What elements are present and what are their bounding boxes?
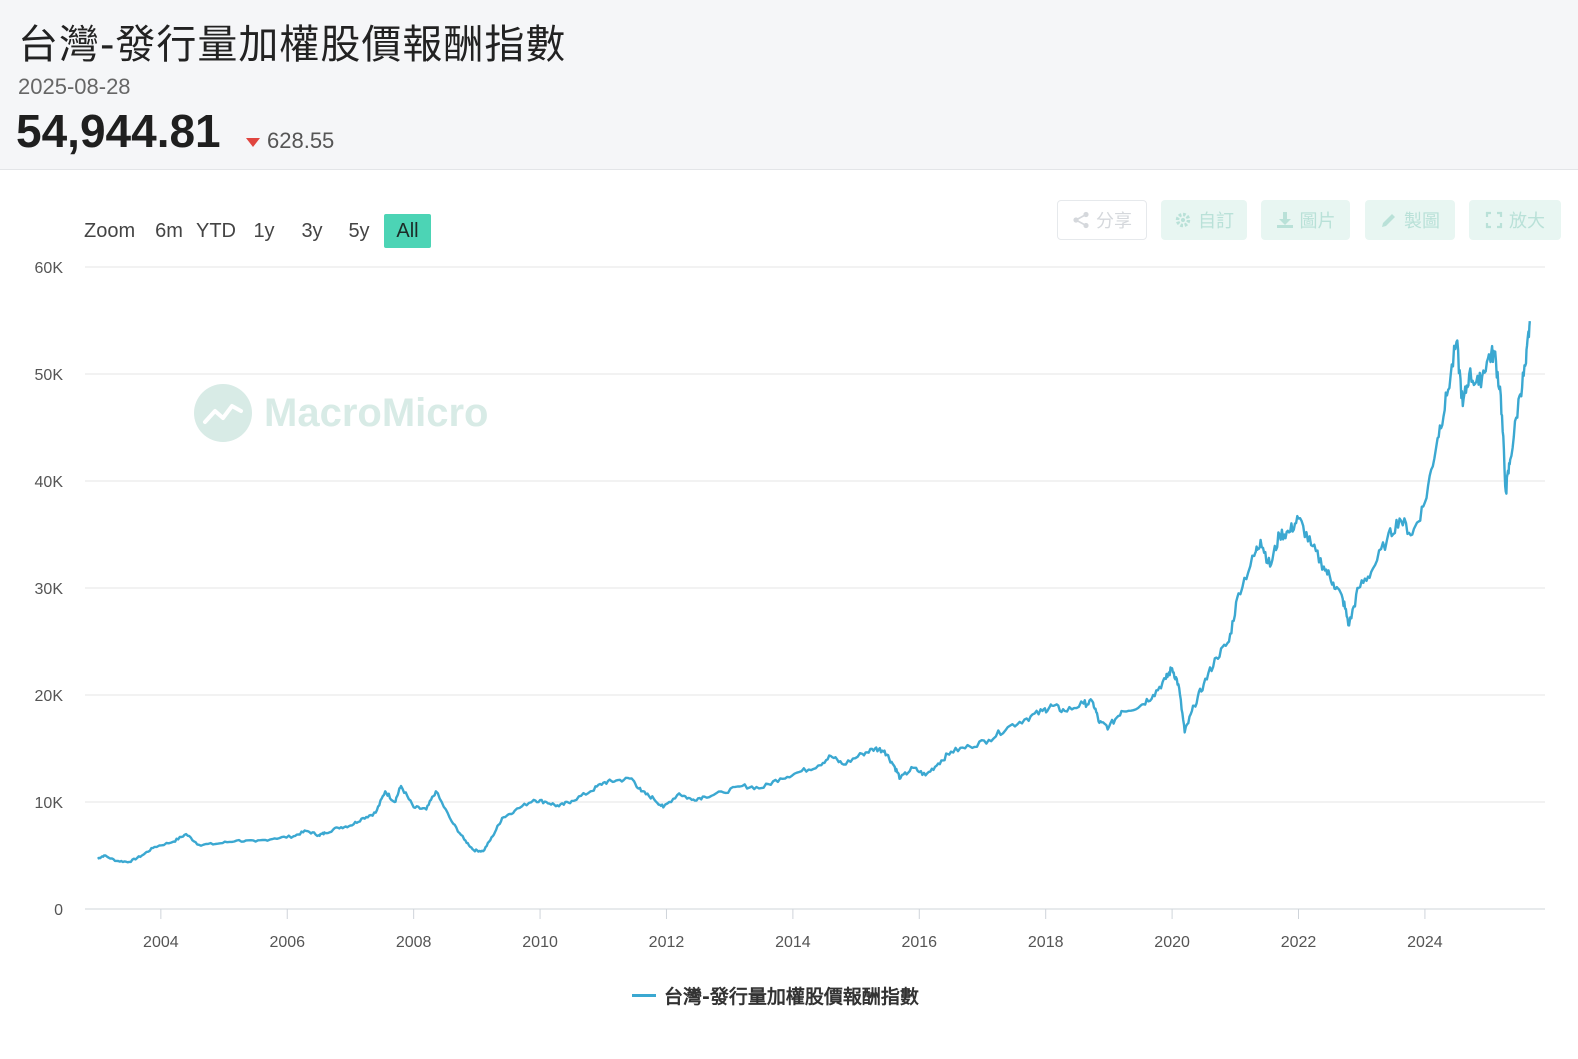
x-tick-label: 2014 (775, 934, 811, 951)
pencil-icon (1382, 214, 1395, 227)
draw-label: 製圖 (1404, 211, 1440, 232)
image-label: 圖片 (1299, 211, 1336, 232)
x-tick-label: 2010 (522, 934, 558, 951)
y-tick-label: 40K (35, 474, 64, 491)
watermark-text: MacroMicro (264, 390, 489, 435)
customize-button[interactable]: 自訂 (1161, 200, 1247, 240)
x-tick-label: 2012 (649, 934, 685, 951)
expand-icon (1485, 211, 1503, 229)
image-button[interactable]: 圖片 (1261, 200, 1350, 240)
x-tick-label: 2006 (269, 934, 305, 951)
y-tick-label: 10K (35, 795, 64, 812)
x-tick-label: 2022 (1281, 934, 1317, 951)
series-line (97, 321, 1531, 864)
legend-label: 台灣-發行量加權股價報酬指數 (664, 986, 919, 1008)
range-all-button[interactable]: All (384, 214, 431, 248)
page-title: 台灣-發行量加權股價報酬指數 (18, 22, 567, 68)
range-6m-button[interactable]: 6m (155, 220, 183, 242)
download-icon (1276, 212, 1293, 228)
y-tick-label: 50K (35, 367, 64, 384)
customize-label: 自訂 (1198, 211, 1234, 232)
x-tick-label: 2004 (143, 934, 179, 951)
draw-button[interactable]: 製圖 (1365, 200, 1455, 240)
range-ytd-button[interactable]: YTD (196, 220, 236, 242)
y-tick-label: 0 (54, 902, 63, 919)
share-label: 分享 (1096, 211, 1132, 232)
zoom-label: Zoom (84, 220, 136, 242)
y-tick-label: 20K (35, 688, 64, 705)
x-tick-label: 2018 (1028, 934, 1064, 951)
share-icon (1073, 211, 1089, 229)
down-arrow-icon (246, 137, 260, 147)
x-tick-label: 2024 (1407, 934, 1443, 951)
chart-legend[interactable]: 台灣-發行量加權股價報酬指數 (632, 982, 919, 1009)
share-button[interactable]: 分享 (1057, 200, 1147, 240)
range-3y-button[interactable]: 3y (301, 220, 323, 242)
y-tick-label: 60K (35, 260, 64, 277)
line-chart[interactable]: 0 10K 20K 30K 40K 50K 60K 2004 2006 2008 2010 2012 2… (0, 250, 1578, 970)
range-5y-button[interactable]: 5y (348, 220, 370, 242)
y-tick-label: 30K (35, 581, 64, 598)
latest-value: 54,944.81 (16, 105, 221, 157)
enlarge-label: 放大 (1509, 211, 1545, 232)
range-1y-button[interactable]: 1y (253, 220, 275, 242)
x-tick-label: 2016 (901, 934, 937, 951)
legend-swatch (632, 994, 656, 997)
change-value: 628.55 (267, 128, 335, 153)
x-tick-label: 2020 (1154, 934, 1190, 951)
gear-icon (1175, 212, 1191, 228)
change-indicator: 628.55 (246, 128, 334, 154)
chart-header: 台灣-發行量加權股價報酬指數 2025-08-28 54,944.81 628.… (0, 0, 1578, 170)
x-tick-label: 2008 (396, 934, 432, 951)
latest-date: 2025-08-28 (18, 74, 131, 99)
enlarge-button[interactable]: 放大 (1469, 200, 1561, 240)
watermark: MacroMicro (194, 384, 489, 442)
macromicro-logo (194, 384, 252, 442)
